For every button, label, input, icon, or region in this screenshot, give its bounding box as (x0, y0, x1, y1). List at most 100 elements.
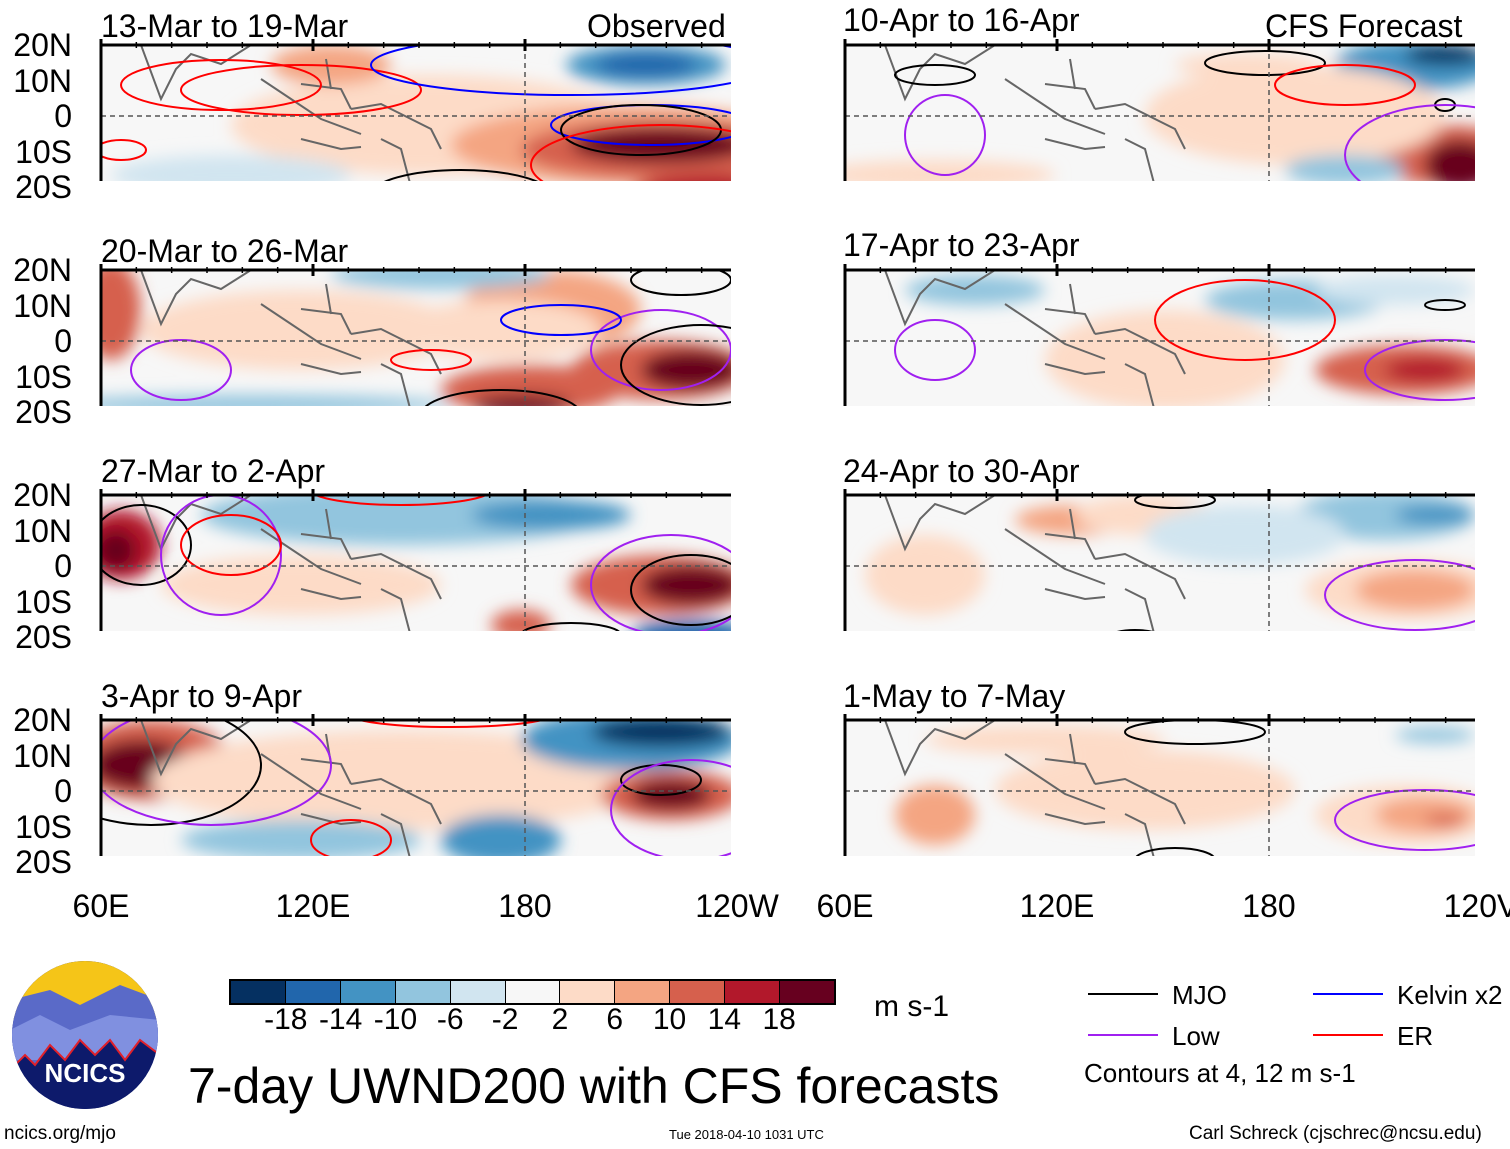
legend-line (1313, 1034, 1383, 1036)
y-tick-label: 10N (13, 512, 72, 549)
footer-url[interactable]: ncics.org/mjo (4, 1123, 116, 1144)
coastline (884, 270, 1186, 406)
low-contour (101, 720, 332, 826)
wind-anomaly-shading (905, 275, 1045, 305)
y-tick-label: 20S (15, 169, 72, 205)
map-panel (843, 39, 1475, 181)
legend-line (1088, 1034, 1158, 1036)
wind-anomaly-shading (151, 730, 651, 830)
y-tick-label: 20N (13, 27, 72, 63)
colorbar-swatch (285, 981, 341, 1003)
wind-anomaly-shading (471, 500, 631, 530)
x-tick-label: 120E (1019, 888, 1095, 924)
er-contour (390, 349, 472, 371)
map-panel (99, 714, 731, 856)
wind-anomaly-shading (1425, 140, 1475, 181)
wind-anomaly-shading (1145, 505, 1345, 565)
low-contour (1334, 789, 1475, 851)
column-label-forecast: CFS Forecast (1265, 8, 1463, 44)
x-tick-label: 120V (1443, 888, 1510, 924)
colorbar-label: -14 (318, 1003, 363, 1036)
y-tick-label: 20N (13, 252, 72, 288)
mjo-contour (1135, 847, 1215, 856)
legend-label: Kelvin x2 (1397, 980, 1503, 1010)
legend-line (1088, 993, 1158, 995)
mjo-contour (620, 764, 702, 796)
panel-title: 10-Apr to 16-Apr (843, 2, 1080, 38)
footer-timestamp: Tue 2018-04-10 1031 UTC (669, 1127, 824, 1142)
wind-anomaly-shading (161, 555, 441, 615)
x-tick-label: 120W (695, 888, 779, 924)
er-contour (120, 59, 322, 111)
panel-title: 3-Apr to 9-Apr (101, 678, 302, 714)
wind-anomaly-shading (1425, 814, 1465, 826)
mjo-contour (1124, 720, 1266, 745)
colorbar-swatch (340, 981, 396, 1003)
kelvin-contour (500, 304, 622, 336)
y-tick-label: 10S (15, 583, 72, 620)
colorbar-label: 2 (551, 1003, 569, 1036)
contour-note: Contours at 4, 12 m s-1 (1084, 1058, 1356, 1088)
wind-anomaly-shading (596, 53, 696, 77)
low-contour (590, 309, 731, 391)
colorbar-swatch (395, 981, 451, 1003)
colorbar-label: 14 (707, 1003, 742, 1036)
wind-anomaly-shading (845, 160, 1055, 181)
coastline (140, 495, 442, 631)
wind-anomaly-shading (101, 395, 451, 406)
y-tick-label: 10N (13, 287, 72, 324)
er-contour (314, 495, 488, 506)
mjo-contour (101, 504, 192, 586)
low-contour (130, 339, 232, 401)
low-contour (1324, 559, 1475, 631)
mjo-contour (1204, 50, 1326, 76)
low-contour (1364, 339, 1475, 401)
y-tick-label: 0 (54, 323, 72, 359)
colorbar-swatch (725, 981, 781, 1003)
wind-anomaly-shading (1375, 797, 1475, 833)
y-tick-label: 20S (15, 844, 72, 880)
y-tick-label: 20S (15, 619, 72, 655)
map-panel (99, 489, 731, 631)
colorbar-label: -6 (436, 1003, 464, 1036)
panel-title: 24-Apr to 30-Apr (843, 453, 1080, 489)
legend-line (1313, 993, 1383, 995)
y-tick-label: 10S (15, 133, 72, 170)
colorbar-label: -10 (373, 1003, 418, 1036)
panel-title: 1-May to 7-May (843, 678, 1066, 714)
mjo-contour (630, 554, 731, 626)
mjo-contour (383, 169, 539, 181)
coastline (884, 720, 1186, 856)
wind-anomaly-shading (895, 785, 975, 845)
colorbar-label: 18 (762, 1003, 796, 1036)
wind-anomaly-shading (925, 725, 1165, 755)
wind-anomaly-shading (1395, 727, 1475, 743)
er-contour (356, 720, 546, 728)
wind-anomaly-shading (1285, 155, 1405, 181)
map-panel (99, 264, 731, 406)
x-tick-label: 60E (72, 888, 130, 924)
low-contour (590, 534, 731, 631)
mjo-contour (1134, 495, 1216, 509)
colorbar-swatch (450, 981, 506, 1003)
wind-anomaly-shading (591, 720, 731, 747)
y-tick-label: 20S (15, 394, 72, 430)
wind-anomaly-shading (1315, 275, 1475, 305)
y-tick-label: 0 (54, 773, 72, 809)
colorbar-swatch (780, 981, 834, 1003)
colorbar-swatch (231, 981, 286, 1003)
er-contour (180, 514, 282, 576)
wind-anomaly-shading (641, 565, 731, 605)
wind-anomaly-shading (1045, 310, 1285, 406)
wind-anomaly-shading (1355, 570, 1475, 610)
map-panel (99, 39, 731, 181)
mjo-contour (522, 622, 620, 631)
wind-anomaly-shading (1405, 45, 1475, 65)
panel-title: 17-Apr to 23-Apr (843, 227, 1080, 263)
ncics-logo: NCICS (10, 960, 160, 1110)
mjo-contour (424, 389, 578, 406)
kelvin-contour (370, 45, 731, 96)
mjo-contour (1116, 629, 1154, 631)
colorbar-swatch (505, 981, 561, 1003)
